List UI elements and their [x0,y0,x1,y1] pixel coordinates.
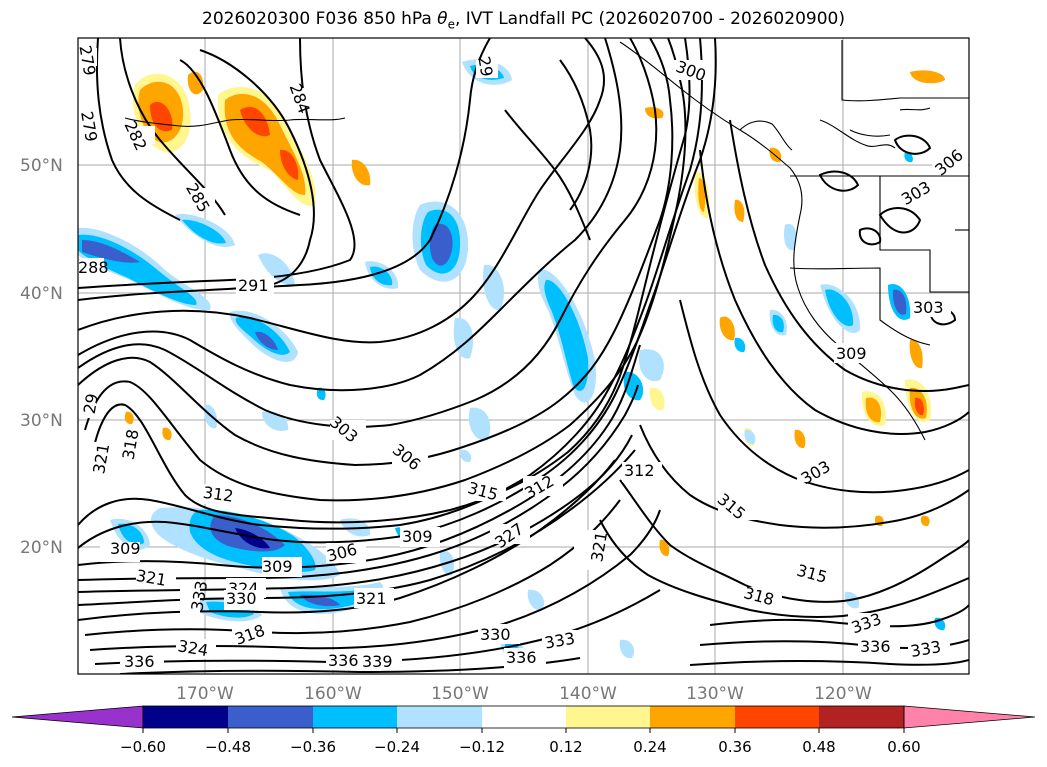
latitude-axis: 50°N 40°N 30°N 20°N [20,156,63,558]
colorbar-bin [143,706,228,728]
colorbar-bin [482,706,566,728]
colorbar-bin [819,706,904,728]
contour-label: 309 [110,539,141,558]
contour-label: 309 [262,557,293,576]
contour-label: 29 [474,55,496,78]
lat-label: 20°N [20,538,63,558]
lon-label: 130°W [686,684,744,704]
contour-label: 321 [356,589,387,608]
colorbar: −0.60 −0.48 −0.36 −0.24 −0.12 0.12 0.24 … [11,705,1036,756]
colorbar-tick-label: −0.36 [290,738,336,756]
contour-label: 336 [506,648,537,667]
contour-label: 336 [328,651,359,670]
contour-label: 309 [402,527,433,546]
lon-label: 140°W [559,684,617,704]
lon-label: 170°W [176,684,234,704]
contour-label: 312 [624,461,655,480]
colorbar-tick-label: −0.24 [374,738,420,756]
contour-label: 309 [836,344,867,363]
colorbar-bin [228,706,313,728]
colorbar-tick-label: −0.12 [459,738,505,756]
contour-label: 279 [75,44,99,77]
colorbar-bin [735,706,819,728]
lat-label: 30°N [20,411,63,431]
contour-label: 336 [860,637,891,656]
colorbar-bin [397,706,482,728]
colorbar-bin [650,706,735,728]
plot-title: 2026020300 F036 850 hPa θe, IVT Landfall… [202,9,845,32]
contour-label: 330 [480,625,511,644]
colorbar-tick-label: −0.60 [120,738,166,756]
lat-label: 50°N [20,156,63,176]
contour-label: 330 [226,589,257,608]
colorbar-extend-high [903,705,1036,729]
colorbar-tick-label: 0.12 [549,738,582,756]
colorbar-tick-label: 0.24 [633,738,666,756]
contour-label: 279 [77,110,101,143]
colorbar-extend-low [11,705,144,729]
contour-label: 312 [202,483,235,506]
colorbar-tick-label: 0.60 [887,738,920,756]
contour-label: 339 [362,652,393,671]
lon-label: 150°W [431,684,489,704]
contour-label: 291 [238,276,269,295]
contour-label: 303 [913,298,944,317]
colorbar-bin [566,706,650,728]
lon-label: 120°W [814,684,872,704]
colorbar-tick-label: 0.48 [802,738,835,756]
longitude-axis: 170°W 160°W 150°W 140°W 130°W 120°W [176,684,872,704]
contour-label: 29 [80,392,102,415]
lon-label: 160°W [304,684,362,704]
colorbar-bin [313,706,397,728]
contour-label: 288 [78,258,109,277]
lat-label: 40°N [20,284,63,304]
map-frame [77,37,970,675]
colorbar-tick-label: 0.36 [718,738,751,756]
map-panel: 279 279 282 284 285 291 288 29 300 303 3… [75,38,969,674]
colorbar-tick-label: −0.48 [205,738,251,756]
contour-label: 336 [124,652,155,671]
